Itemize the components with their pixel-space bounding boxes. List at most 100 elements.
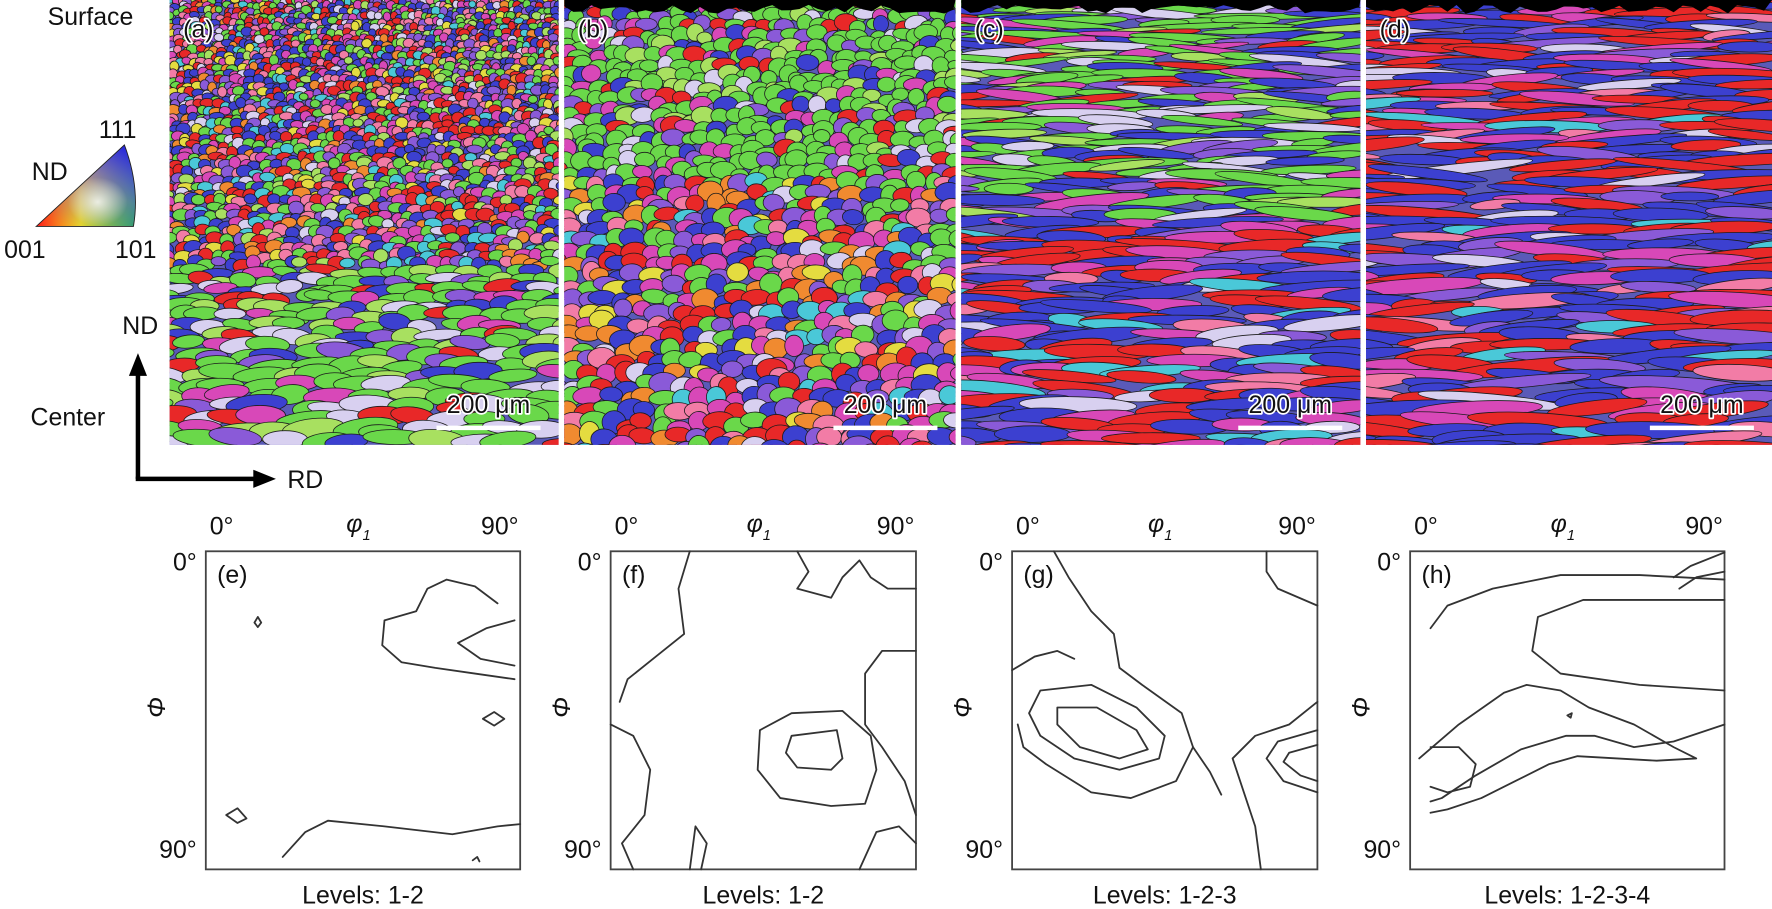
grain	[152, 184, 164, 194]
odf-contour	[481, 711, 506, 727]
levels-label: Levels: 1-2-3	[1093, 881, 1237, 909]
levels-label: Levels: 1-2	[702, 881, 824, 909]
odf-contour	[1566, 712, 1573, 719]
grain	[557, 145, 559, 157]
phi1-symbol: φ	[747, 510, 763, 538]
panel-label: (a)	[183, 15, 213, 43]
surface-label: Surface	[48, 3, 134, 31]
phi1-axis-name: φ1	[747, 510, 771, 544]
panel-label: (c)	[975, 15, 1004, 43]
grain	[466, 144, 484, 154]
grain	[154, 56, 166, 64]
grain	[151, 83, 163, 91]
grain	[169, 99, 172, 112]
odf-panel: (e) 0° 90° φ1 0° 90° Φ Levels: 1-2	[143, 510, 522, 909]
grain	[587, 443, 620, 445]
Phi-end: 90°	[965, 836, 1003, 864]
grain	[150, 173, 166, 183]
odf-contour	[785, 729, 844, 771]
phi1-subscript: 1	[363, 528, 371, 544]
grain	[298, 92, 309, 101]
ipf-outline	[35, 144, 136, 227]
odf-panel: (f) 0° 90° φ1 0° 90° Φ Levels: 1-2	[548, 510, 917, 909]
grain	[153, 14, 162, 21]
odf-label: (f)	[622, 561, 645, 589]
grain	[613, 298, 633, 318]
grain	[154, 119, 166, 128]
grain	[573, 442, 597, 445]
grain	[1660, 191, 1720, 202]
sample-axes: ND RD	[122, 312, 323, 494]
grain	[554, 66, 559, 79]
grain	[169, 83, 171, 92]
grain	[153, 30, 161, 37]
ebsd-map	[147, 0, 559, 445]
grain	[599, 386, 623, 403]
Phi-axis-name: Φ	[143, 697, 171, 718]
grain	[160, 25, 169, 33]
odf-contour	[1231, 700, 1319, 871]
phi1-symbol: φ	[1551, 510, 1567, 538]
grain	[153, 51, 166, 61]
ipf-legend: 111 ND 001 101	[4, 116, 156, 264]
grain	[153, 95, 167, 107]
nd-label: ND	[122, 312, 158, 340]
grain	[557, 134, 559, 144]
ipf-111: 111	[99, 116, 137, 144]
phi1-end: 90°	[1278, 512, 1316, 540]
odf-label: (g)	[1023, 561, 1053, 589]
phi1-axis-name: φ1	[1148, 510, 1172, 544]
grain	[152, 113, 167, 123]
odf-contour	[1265, 729, 1319, 794]
ipf-nd: ND	[32, 158, 68, 186]
grain	[154, 63, 163, 74]
ipf-001: 001	[4, 236, 45, 264]
phi1-start: 0°	[615, 512, 639, 540]
grain	[210, 256, 227, 267]
grain	[152, 6, 161, 14]
odf-contour	[1011, 649, 1076, 672]
odf-contour	[756, 709, 878, 807]
grain	[217, 86, 228, 98]
grain	[213, 307, 247, 320]
grain	[343, 56, 354, 65]
grain	[291, 256, 308, 268]
grain	[151, 146, 167, 156]
grain	[152, 223, 169, 237]
grain	[556, 79, 559, 90]
grain	[444, 232, 461, 243]
grain	[937, 95, 956, 113]
grain	[152, 69, 161, 77]
grain	[147, 216, 164, 228]
grain	[169, 141, 172, 153]
odf-frame	[1409, 550, 1726, 871]
rd-arrowhead	[253, 469, 276, 488]
grain	[156, 22, 164, 32]
grain	[150, 187, 165, 198]
grain	[468, 0, 477, 9]
grain	[929, 445, 955, 462]
grain	[557, 40, 559, 48]
odf-panel: (h) 0° 90° φ1 0° 90° Φ Levels: 1-2-3-4	[1347, 510, 1726, 909]
grain	[169, 94, 172, 106]
grain	[151, 101, 166, 109]
grain	[657, 444, 683, 445]
Phi-axis-name: Φ	[548, 697, 576, 718]
phi1-start: 0°	[1016, 512, 1040, 540]
grain	[160, 27, 168, 36]
odf-contour	[1265, 550, 1319, 607]
phi1-end: 90°	[877, 512, 915, 540]
grain	[151, 108, 161, 116]
grain	[169, 10, 170, 20]
panel-label: (d)	[1380, 15, 1410, 43]
grain	[169, 69, 171, 79]
grain	[218, 106, 232, 116]
grain	[547, 33, 559, 42]
grain	[230, 125, 244, 135]
Phi-end: 90°	[1363, 836, 1401, 864]
grain	[151, 195, 165, 206]
levels-label: Levels: 1-2-3-4	[1484, 881, 1650, 909]
odf-contour	[225, 807, 248, 824]
grain	[557, 16, 559, 27]
